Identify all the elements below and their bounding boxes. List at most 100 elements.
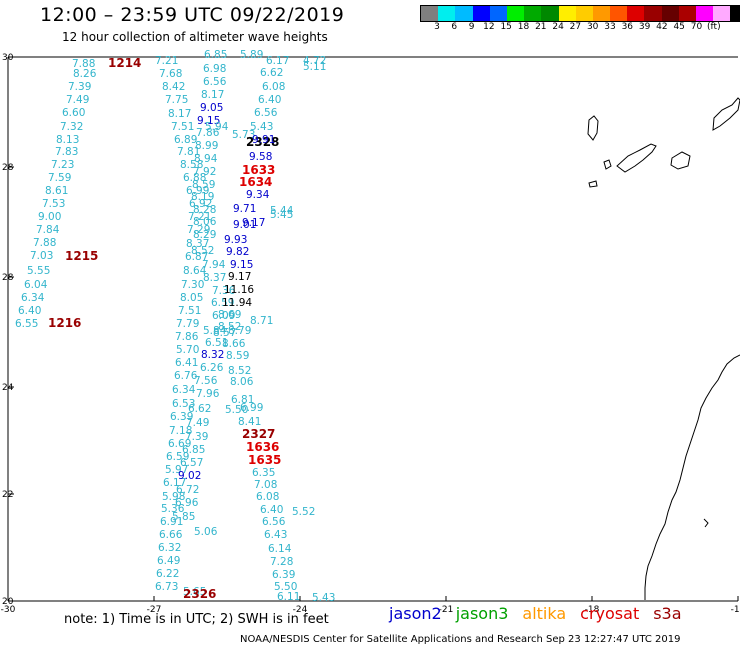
color-swatch bbox=[678, 6, 696, 21]
wave-height-label: 6.35 bbox=[252, 467, 275, 479]
wave-height-label: 5.89 bbox=[240, 49, 263, 61]
color-swatch bbox=[696, 6, 714, 21]
color-swatch bbox=[506, 6, 525, 21]
wave-height-label: 7.21 bbox=[188, 211, 211, 223]
wave-height-label: 6.76 bbox=[174, 370, 198, 382]
wave-height-label: 8.61 bbox=[45, 185, 68, 197]
wave-height-label: 9.34 bbox=[246, 189, 270, 201]
map-grid bbox=[7, 56, 739, 602]
wave-height-label: 8.19 bbox=[191, 191, 214, 203]
wave-height-label: 7.94 bbox=[202, 259, 226, 271]
island-fuerteventura bbox=[712, 97, 740, 131]
wave-height-label: 8.64 bbox=[183, 265, 207, 277]
wave-height-label: 9.17 bbox=[228, 271, 251, 283]
african-coast bbox=[644, 354, 740, 600]
wave-height-label: 8.17 bbox=[168, 108, 191, 120]
pass-time-label: 1634 bbox=[239, 175, 272, 189]
wave-height-label: 4.72 bbox=[303, 55, 326, 67]
wave-height-label: 5.43 bbox=[312, 592, 335, 604]
wave-height-label: 9.58 bbox=[249, 151, 272, 163]
wave-height-label: 5.55 bbox=[27, 265, 50, 277]
wave-height-label: 5.50 bbox=[225, 404, 248, 416]
wave-height-label: 8.28 bbox=[193, 204, 216, 216]
wave-height-label: 6.85 bbox=[204, 49, 227, 61]
color-scale-tick: 6 bbox=[451, 22, 458, 32]
color-scale-tick: 21 bbox=[535, 22, 547, 32]
island-la-palma bbox=[587, 115, 599, 141]
color-swatch bbox=[730, 6, 740, 21]
wave-height-label: 8.06 bbox=[230, 376, 254, 388]
wave-height-label: 9.00 bbox=[38, 211, 61, 223]
wave-height-label: 6.56 bbox=[262, 516, 286, 528]
wave-height-label: 6.99 bbox=[186, 185, 209, 197]
island-tenerife bbox=[616, 143, 657, 173]
wave-height-label: 7.30 bbox=[181, 279, 204, 291]
wave-height-label: 8.99 bbox=[195, 140, 218, 152]
wave-height-label: 6.40 bbox=[18, 305, 41, 317]
wave-height-label: 6.22 bbox=[156, 568, 179, 580]
pass-time-label: 1957 bbox=[0, 0, 33, 3]
wave-height-label: 7.83 bbox=[55, 146, 78, 158]
pass-time-label: 2325 bbox=[0, 0, 33, 3]
lon-label: -18 bbox=[585, 605, 600, 615]
color-scale-tick: 12 bbox=[483, 22, 495, 32]
wave-height-label: 5.70 bbox=[176, 344, 199, 356]
wave-height-label: 8.37 bbox=[203, 272, 226, 284]
color-swatch bbox=[558, 6, 576, 21]
pass-time-label: 2326 bbox=[183, 587, 216, 601]
wave-height-label: 7.18 bbox=[169, 425, 192, 437]
lon-label: -27 bbox=[147, 605, 162, 615]
wave-height-label: 6.87 bbox=[185, 251, 208, 263]
wave-height-label: 6.39 bbox=[272, 569, 295, 581]
wave-height-label: 8.69 bbox=[218, 309, 241, 321]
wave-height-label: 7.51 bbox=[171, 121, 194, 133]
pass-time-label: 1216 bbox=[48, 316, 81, 330]
wave-height-label: 8.79 bbox=[228, 325, 251, 337]
wave-height-label: 8.52 bbox=[228, 365, 251, 377]
wave-height-label: 7.79 bbox=[176, 318, 199, 330]
wave-height-label: 6.08 bbox=[256, 491, 279, 503]
wave-height-label: 5.44 bbox=[270, 205, 294, 217]
color-scale-ticks: 3 6 9 12 15 18 21 24 27 30 33 36 39 42 45 70 (ft) bbox=[420, 22, 730, 36]
island-la-gomera bbox=[603, 159, 612, 170]
wave-height-label: 8.06 bbox=[193, 216, 217, 228]
wave-height-label: 9.93 bbox=[224, 234, 247, 246]
pass-time-label: 1635 bbox=[248, 453, 281, 467]
wave-height-label: 11.94 bbox=[222, 297, 252, 309]
wave-height-label: 8.29 bbox=[193, 229, 216, 241]
footer-credit: NOAA/NESDIS Center for Satellite Applica… bbox=[240, 634, 681, 645]
wave-height-label: 8.58 bbox=[180, 159, 203, 171]
wave-height-label: 6.81 bbox=[231, 394, 254, 406]
wave-height-label: 6.66 bbox=[159, 529, 183, 541]
color-scale-tick: 24 bbox=[552, 22, 564, 32]
legend-item-jason3: jason3 bbox=[455, 604, 509, 623]
pass-time-label: 1955 bbox=[0, 0, 33, 3]
wave-height-label: 6.69 bbox=[168, 438, 191, 450]
color-scale-tick: 9 bbox=[468, 22, 475, 32]
wave-height-label: 6.72 bbox=[176, 484, 199, 496]
wave-height-label: 6.40 bbox=[260, 504, 283, 516]
legend-item-altika: altika bbox=[522, 604, 567, 623]
wave-height-label: 5.94 bbox=[205, 121, 229, 133]
wave-height-label: 7.81 bbox=[177, 146, 200, 158]
wave-height-label: 6.55 bbox=[15, 318, 38, 330]
wave-height-label: 6.57 bbox=[180, 457, 203, 469]
wave-height-label: 7.28 bbox=[270, 556, 293, 568]
wave-height-label: 7.92 bbox=[193, 166, 216, 178]
wave-height-label: 11.16 bbox=[224, 284, 254, 296]
wave-height-label: 6.62 bbox=[260, 67, 283, 79]
wave-height-label: 7.88 bbox=[72, 58, 95, 70]
wave-height-label: 8.37 bbox=[186, 238, 209, 250]
wave-height-label: 5.06 bbox=[194, 526, 218, 538]
wave-height-label: 7.23 bbox=[51, 159, 74, 171]
color-swatch bbox=[661, 6, 679, 21]
wave-height-label: 6.56 bbox=[203, 76, 227, 88]
wave-height-label: 6.59 bbox=[211, 297, 234, 309]
wave-height-label: 5.50 bbox=[274, 581, 297, 593]
color-scale-tick: 18 bbox=[517, 22, 530, 32]
color-swatch bbox=[489, 6, 507, 21]
axis-labels: 30 28 28 24 22 20-30 -27 -24 -21 -18 -15 bbox=[1, 53, 740, 615]
wave-height-label: 8.41 bbox=[238, 416, 261, 428]
wave-height-label: 9.01 bbox=[233, 219, 256, 231]
wave-height-label: 5.84 bbox=[203, 325, 227, 337]
